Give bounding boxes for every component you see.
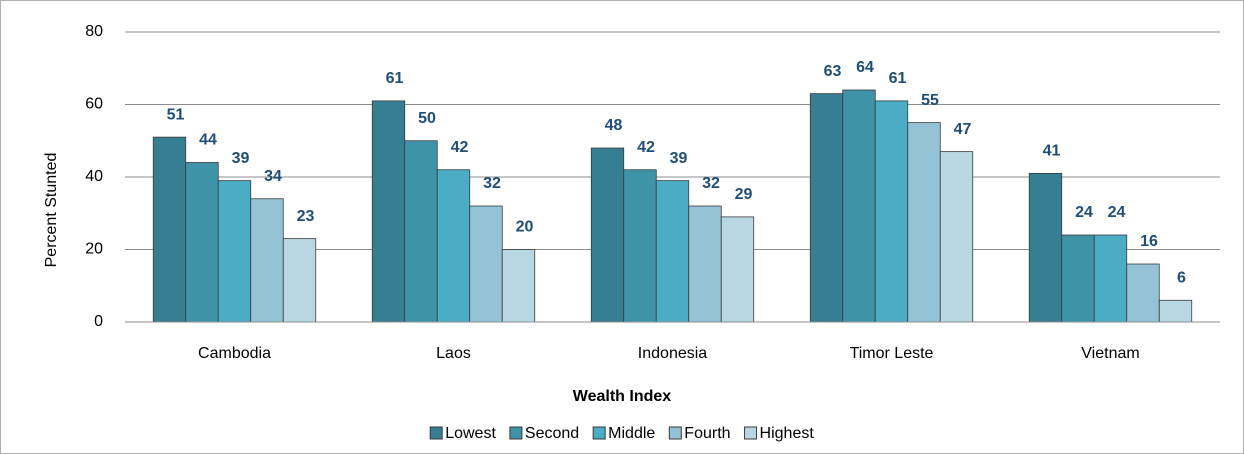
bar bbox=[842, 89, 876, 323]
value-label: 48 bbox=[605, 117, 623, 134]
value-label: 34 bbox=[264, 168, 282, 185]
bar bbox=[404, 140, 438, 323]
bar bbox=[282, 238, 317, 323]
bar bbox=[623, 169, 657, 323]
bar bbox=[501, 249, 536, 323]
value-label: 6 bbox=[1177, 269, 1186, 286]
value-label: 39 bbox=[232, 150, 250, 167]
bar bbox=[217, 180, 252, 323]
value-label: 64 bbox=[856, 59, 874, 76]
value-label: 20 bbox=[516, 219, 534, 236]
x-tick-label: Laos bbox=[436, 345, 471, 362]
bar bbox=[655, 180, 690, 323]
legend-swatch bbox=[509, 426, 523, 440]
y-axis-title: Percent Stunted bbox=[43, 153, 60, 268]
value-label: 39 bbox=[670, 150, 688, 167]
bar bbox=[469, 205, 503, 323]
x-axis-title: Wealth Index bbox=[573, 388, 671, 405]
y-tick-label: 60 bbox=[85, 96, 103, 113]
bar bbox=[809, 93, 844, 323]
value-label: 44 bbox=[199, 132, 217, 149]
x-tick-label: Vietnam bbox=[1081, 345, 1139, 362]
legend-swatch bbox=[668, 426, 682, 440]
value-label: 32 bbox=[702, 175, 720, 192]
bar bbox=[1126, 263, 1160, 323]
bar bbox=[939, 151, 974, 323]
y-tick-label: 0 bbox=[94, 313, 103, 330]
value-label: 50 bbox=[418, 110, 436, 127]
y-tick-label: 80 bbox=[85, 23, 103, 40]
value-label: 61 bbox=[386, 70, 404, 87]
bar bbox=[874, 100, 909, 323]
value-label: 16 bbox=[1140, 233, 1158, 250]
legend-label: Second bbox=[525, 425, 579, 442]
legend-label: Highest bbox=[760, 425, 815, 442]
bar bbox=[720, 216, 755, 323]
value-label: 24 bbox=[1075, 204, 1093, 221]
value-label: 41 bbox=[1043, 143, 1061, 160]
value-label: 63 bbox=[824, 63, 842, 80]
bar bbox=[688, 205, 722, 323]
legend-label: Middle bbox=[608, 425, 655, 442]
x-tick-label: Cambodia bbox=[198, 345, 271, 362]
y-tick-label: 20 bbox=[85, 241, 103, 258]
y-tick-label: 40 bbox=[85, 168, 103, 185]
bar bbox=[152, 136, 187, 323]
value-label: 55 bbox=[921, 92, 939, 109]
bar bbox=[590, 147, 625, 323]
value-label: 47 bbox=[954, 121, 972, 138]
bar bbox=[1158, 299, 1193, 323]
value-label: 23 bbox=[297, 208, 315, 225]
x-tick-label: Timor Leste bbox=[850, 345, 934, 362]
legend-label: Fourth bbox=[684, 425, 730, 442]
bar bbox=[907, 122, 941, 323]
bar bbox=[1028, 172, 1063, 323]
legend-swatch bbox=[592, 426, 606, 440]
value-label: 42 bbox=[637, 139, 655, 156]
value-label: 51 bbox=[167, 106, 185, 123]
value-label: 32 bbox=[483, 175, 501, 192]
bar bbox=[185, 162, 219, 323]
bar bbox=[250, 198, 284, 323]
bar bbox=[436, 169, 471, 323]
value-label: 29 bbox=[735, 186, 753, 203]
legend-swatch bbox=[744, 426, 758, 440]
value-label: 42 bbox=[451, 139, 469, 156]
x-tick-label: Indonesia bbox=[638, 345, 707, 362]
bar bbox=[1061, 234, 1095, 323]
legend-swatch bbox=[429, 426, 443, 440]
value-label: 24 bbox=[1108, 204, 1126, 221]
legend-label: Lowest bbox=[445, 425, 496, 442]
bar bbox=[1093, 234, 1128, 323]
bar bbox=[371, 100, 406, 323]
value-label: 61 bbox=[889, 70, 907, 87]
